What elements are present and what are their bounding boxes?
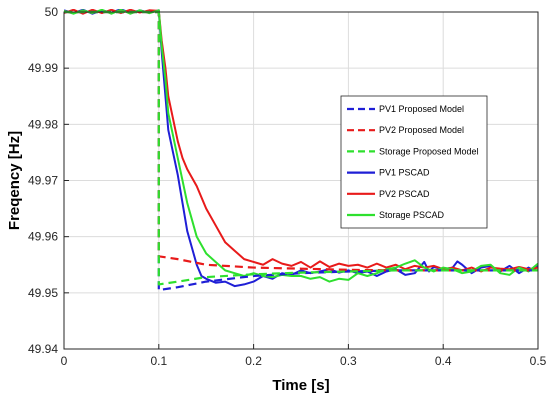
series-line-pv2-pscad: [64, 9, 538, 273]
x-tick-label: 0: [61, 354, 68, 368]
legend-label: PV2 PSCAD: [379, 189, 430, 199]
legend-label: Storage Proposed Model: [379, 146, 479, 156]
x-axis-title: Time [s]: [272, 377, 329, 394]
y-tick-label: 49.96: [28, 230, 58, 244]
x-tick-label: 0.2: [245, 354, 262, 368]
y-tick-label: 49.95: [28, 286, 58, 300]
y-axis-title: Freqency [Hz]: [6, 131, 23, 230]
x-axis-ticks: 0 0.1 0.2 0.3 0.4 0.5: [61, 344, 547, 368]
x-tick-label: 0.4: [435, 354, 452, 368]
y-tick-label: 50: [45, 5, 59, 19]
series-line-storage-pscad: [64, 9, 538, 283]
legend-label: PV1 Proposed Model: [379, 104, 464, 114]
y-tick-label: 49.98: [28, 117, 58, 131]
y-tick-label: 49.94: [28, 342, 58, 356]
x-tick-label: 0.3: [340, 354, 357, 368]
legend-label: PV1 PSCAD: [379, 168, 430, 178]
y-tick-label: 49.99: [28, 61, 58, 75]
x-tick-label: 0.1: [150, 354, 167, 368]
legend-label: PV2 Proposed Model: [379, 125, 464, 135]
legend-label: Storage PSCAD: [379, 210, 445, 220]
legend-box: [340, 95, 488, 229]
legend: PV1 Proposed Model PV2 Proposed Model Stor…: [340, 95, 488, 229]
x-tick-label: 0.5: [530, 354, 547, 368]
y-axis-ticks: 49.94 49.95 49.96 49.97 49.98 49.99 50: [28, 5, 69, 356]
y-tick-label: 49.97: [28, 174, 58, 188]
